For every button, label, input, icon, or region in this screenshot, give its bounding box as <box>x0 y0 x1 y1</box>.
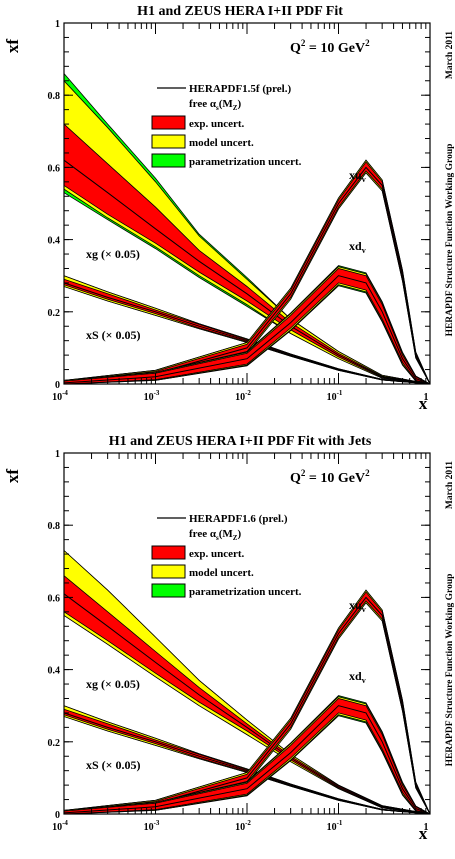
legend-band-label: parametrization uncert. <box>189 156 302 168</box>
series-3 <box>63 265 431 385</box>
x-tick-label: 1 <box>424 392 429 403</box>
series-3 <box>63 695 431 815</box>
x-tick-label: 10-2 <box>235 389 251 403</box>
chart-title: H1 and ZEUS HERA I+II PDF Fit <box>137 4 343 19</box>
y-tick-label: 0 <box>55 810 60 821</box>
label-xdv: xdv <box>349 669 366 685</box>
series-0 <box>63 72 431 385</box>
y-tick-label: 0.8 <box>48 521 61 532</box>
legend-alpha-label: free αs(MZ) <box>189 98 241 112</box>
x-tick-label: 10-3 <box>144 389 160 403</box>
central-line-1 <box>63 712 431 815</box>
y-tick-label: 0.4 <box>48 236 61 247</box>
y-tick-label: 0.8 <box>48 91 61 102</box>
x-axis-label: x <box>419 824 428 843</box>
series-0 <box>63 549 431 815</box>
legend-swatch-2 <box>151 153 186 168</box>
label-xdv: xdv <box>349 239 366 255</box>
y-tick-label: 0.2 <box>48 308 61 319</box>
label-xs: xS (× 0.05) <box>86 328 141 342</box>
label-xuv: xuv <box>349 168 366 184</box>
label-xg: xg (× 0.05) <box>86 247 140 261</box>
series-1 <box>63 705 431 815</box>
legend-band-label: exp. uncert. <box>189 548 245 560</box>
x-tick-label: 10-3 <box>144 819 160 833</box>
y-tick-label: 0 <box>55 380 60 391</box>
central-line-2 <box>63 596 431 815</box>
date-label: March 2011 <box>445 31 455 79</box>
legend-swatch-1 <box>151 564 186 579</box>
x-axis-label: x <box>419 394 428 413</box>
y-tick-label: 1 <box>55 19 60 30</box>
legend-swatch-0 <box>151 115 186 130</box>
x-tick-label: 10-4 <box>52 389 68 403</box>
legend-band-label: model uncert. <box>189 567 254 579</box>
central-line-0 <box>63 593 431 815</box>
x-tick-label: 10-1 <box>327 389 343 403</box>
legend-alpha-label: free αs(MZ) <box>189 528 241 542</box>
band-exp-3 <box>63 268 431 385</box>
legend-swatch-2 <box>151 583 186 598</box>
legend-line-label: HERAPDF1.6 (prel.) <box>189 513 288 525</box>
band-exp-3 <box>63 698 431 815</box>
legend-band-label: exp. uncert. <box>189 118 245 130</box>
legend-swatch-0 <box>151 545 186 560</box>
chart-title: H1 and ZEUS HERA I+II PDF Fit with Jets <box>109 434 372 449</box>
legend-line-label: HERAPDF1.5f (prel.) <box>189 83 291 95</box>
central-line-0 <box>63 159 431 385</box>
q2-label: Q2 = 10 GeV2 <box>290 38 370 56</box>
series-2 <box>63 589 431 815</box>
label-xg: xg (× 0.05) <box>86 677 140 691</box>
y-axis-label: xf <box>3 469 22 484</box>
central-line-2 <box>63 166 431 385</box>
side-label: HERAPDF Structure Function Working Group <box>445 574 455 767</box>
date-label: March 2011 <box>445 461 455 509</box>
x-tick-label: 1 <box>424 822 429 833</box>
q2-label: Q2 = 10 GeV2 <box>290 468 370 486</box>
central-line-3 <box>63 275 431 385</box>
x-tick-label: 10-4 <box>52 819 68 833</box>
y-axis-label: xf <box>3 39 22 54</box>
band-model-3 <box>63 696 431 815</box>
central-line-1 <box>63 282 431 385</box>
legend-swatch-1 <box>151 134 186 149</box>
label-xuv: xuv <box>349 598 366 614</box>
label-xs: xS (× 0.05) <box>86 758 141 772</box>
x-tick-label: 10-2 <box>235 819 251 833</box>
legend-band-label: parametrization uncert. <box>189 586 302 598</box>
legend-band-label: model uncert. <box>189 137 254 149</box>
y-tick-label: 0.6 <box>48 163 61 174</box>
series-1 <box>63 275 431 385</box>
y-tick-label: 0.6 <box>48 593 61 604</box>
series-2 <box>63 159 431 385</box>
band-param-3 <box>63 695 431 815</box>
y-tick-label: 1 <box>55 449 60 460</box>
side-label: HERAPDF Structure Function Working Group <box>445 144 455 337</box>
y-tick-label: 0.2 <box>48 738 61 749</box>
central-line-3 <box>63 705 431 815</box>
pdf-chart-bottom: H1 and ZEUS HERA I+II PDF Fit with Jets 0… <box>3 434 455 843</box>
y-tick-label: 0.4 <box>48 666 61 677</box>
pdf-chart-top: H1 and ZEUS HERA I+II PDF Fit 0 0.2 0.4 0.6 0… <box>3 4 455 413</box>
x-tick-label: 10-1 <box>327 819 343 833</box>
